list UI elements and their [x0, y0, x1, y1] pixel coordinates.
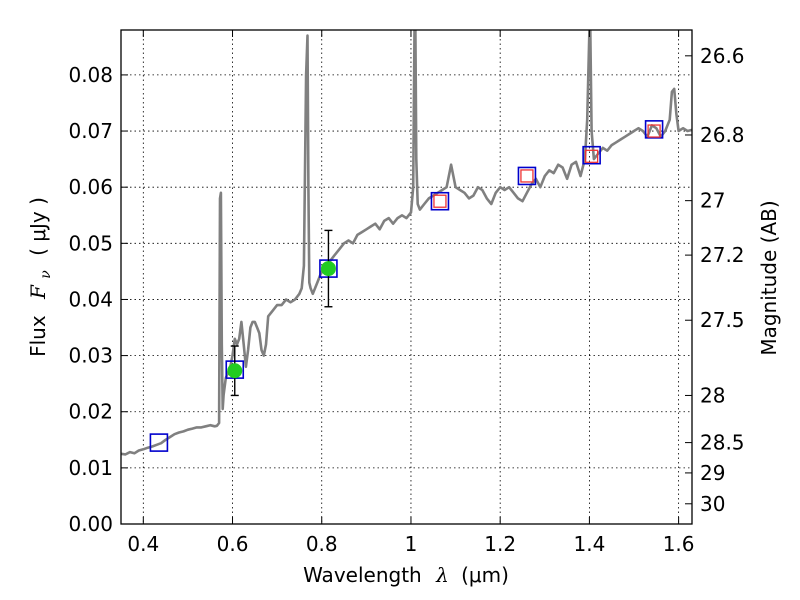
plot-area — [121, 30, 692, 456]
y-tick-label: 0.04 — [68, 287, 113, 311]
model-flux-red-square — [520, 169, 534, 183]
x-tick-label: 1 — [405, 532, 418, 556]
y-axis-label-subscript: ν — [38, 270, 54, 279]
y2-tick-label: 28 — [700, 383, 725, 407]
y2-tick-label: 26.8 — [700, 123, 745, 147]
y-axis-label: Flux F ν ( μJy ) — [26, 197, 55, 357]
series-group — [121, 30, 692, 456]
model-flux-blue-square — [644, 120, 664, 139]
x-tick-label: 0.8 — [306, 532, 338, 556]
y2-tick-label: 26.6 — [700, 44, 745, 68]
y-tick-label: 0.06 — [68, 175, 113, 199]
model-flux-blue-square — [582, 145, 601, 165]
y2-tick-label: 27 — [700, 189, 725, 213]
model-flux-red-square — [647, 124, 661, 138]
y-axis-label-symbol: F — [26, 284, 50, 300]
plot-frame — [120, 29, 693, 525]
x-tick-label: 0.4 — [127, 532, 159, 556]
model-flux-red-square — [584, 149, 599, 163]
grid — [121, 30, 692, 524]
axes-ticks: 0.4 0.6 0.8 1 1.2 1.4 1.6 0.00 0.01 0.02 0.03 0.04 0… — [68, 30, 745, 556]
y-tick-label: 0.07 — [68, 119, 113, 143]
x-tick-label: 1.2 — [484, 532, 516, 556]
observed-flux-point — [320, 261, 336, 277]
model-flux-red-square — [433, 194, 447, 208]
model-flux-blue-square — [149, 433, 169, 452]
x-axis-label-symbol: λ — [435, 563, 449, 587]
observed-flux-point — [227, 363, 243, 379]
x-axis-label-text: Wavelength — [303, 563, 422, 587]
y2-tick-label: 30 — [700, 492, 725, 516]
y2-tick-label: 27.5 — [700, 308, 745, 332]
model-flux-blue-square — [517, 166, 537, 186]
x-tick-label: 1.4 — [573, 532, 605, 556]
sed-model-line — [121, 30, 692, 456]
y-tick-label: 0.08 — [68, 63, 113, 87]
x-axis-label-unit: (μm) — [461, 563, 509, 587]
y-tick-label: 0.02 — [68, 400, 113, 424]
y-tick-label: 0.05 — [68, 231, 113, 255]
y-tick-label: 0.00 — [68, 512, 113, 536]
y2-tick-label: 27.2 — [700, 243, 745, 267]
x-axis-label: Wavelength λ (μm) — [303, 563, 509, 587]
x-tick-label: 1.6 — [663, 532, 695, 556]
y-axis-label-text: Flux — [26, 315, 50, 357]
y2-tick-label: 28.5 — [700, 431, 745, 455]
y2-tick-label: 29 — [700, 461, 725, 485]
x-tick-label: 0.6 — [217, 532, 249, 556]
model-flux-blue-square — [430, 191, 450, 211]
y-tick-label: 0.03 — [68, 344, 113, 368]
y-tick-label: 0.01 — [68, 456, 113, 480]
y2-axis-label: Magnitude (AB) — [757, 200, 781, 355]
y-axis-label-unit: ( μJy ) — [26, 197, 50, 256]
